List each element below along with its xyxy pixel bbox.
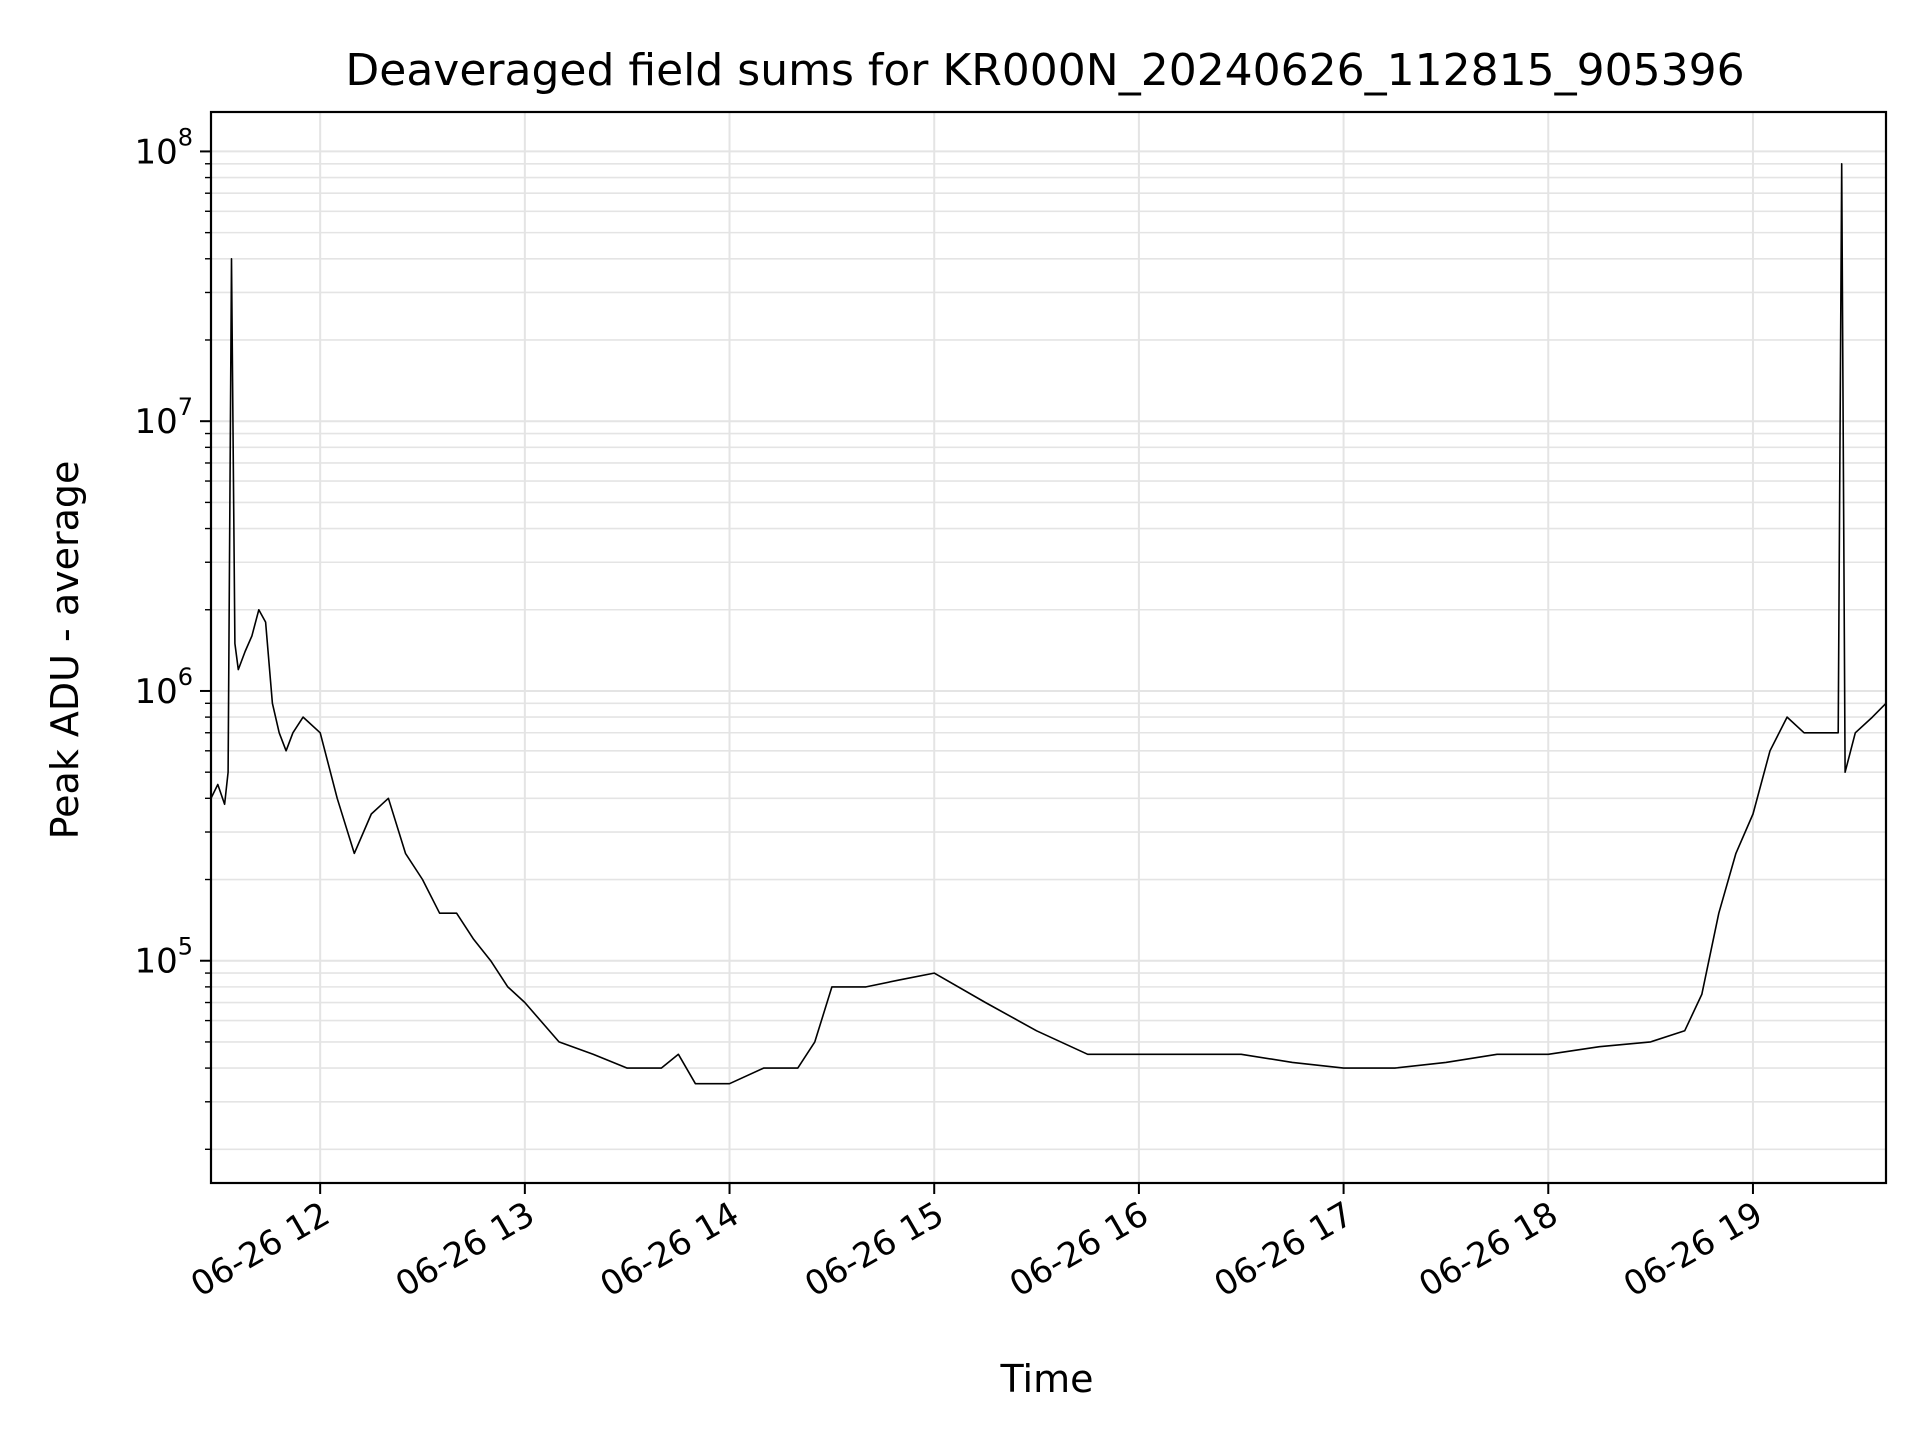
y-tick-label: 108	[134, 123, 193, 172]
y-axis-ticks: 105 106 107 108	[134, 123, 211, 1150]
y-tick-label: 105	[134, 933, 193, 982]
y-tick-label: 106	[134, 663, 193, 712]
y-tick-label: 107	[134, 393, 193, 442]
series-line	[210, 163, 1887, 1085]
chart-title: Deaveraged field sums for KR000N_2024062…	[345, 45, 1744, 96]
x-axis-label: Time	[1000, 1357, 1094, 1401]
plot-area	[210, 163, 1887, 1085]
grid-minor	[211, 162, 1886, 1151]
grid-major	[211, 112, 1886, 1183]
y-axis-label: Peak ADU - average	[43, 461, 87, 840]
plot-frame	[209, 110, 1888, 1185]
